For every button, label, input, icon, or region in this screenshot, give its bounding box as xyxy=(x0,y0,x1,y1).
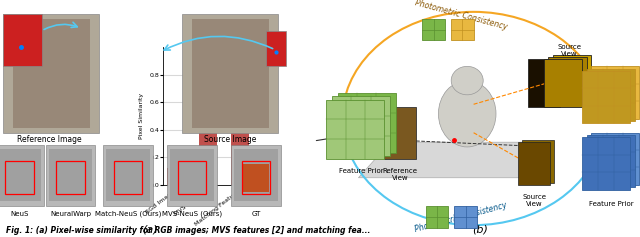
Text: GT: GT xyxy=(252,211,260,217)
Bar xyxy=(587,69,635,121)
Text: Fig. 1: (a) Pixel-wise similarity for RGB images; MVS features [2] and matching : Fig. 1: (a) Pixel-wise similarity for RG… xyxy=(6,226,371,235)
Bar xyxy=(518,142,550,185)
Text: Feature Prior: Feature Prior xyxy=(589,201,633,207)
Bar xyxy=(0,149,41,201)
Text: MVS-NeuS (Ours): MVS-NeuS (Ours) xyxy=(162,211,222,217)
Bar xyxy=(384,107,416,159)
Bar xyxy=(234,149,278,201)
Bar xyxy=(326,100,384,159)
Text: (b): (b) xyxy=(472,225,488,235)
Text: NeuS: NeuS xyxy=(10,211,28,217)
Bar xyxy=(5,161,33,194)
Bar xyxy=(553,55,591,102)
Text: Feature Prior: Feature Prior xyxy=(339,168,383,174)
Bar xyxy=(332,96,390,156)
Bar xyxy=(170,149,214,201)
Bar xyxy=(177,161,206,194)
Bar xyxy=(167,145,217,206)
Bar xyxy=(426,206,448,228)
Text: Feature Prior: Feature Prior xyxy=(589,135,633,141)
Text: Reference
View: Reference View xyxy=(383,168,417,181)
Bar xyxy=(0,145,44,206)
Bar xyxy=(114,161,143,194)
Bar xyxy=(192,19,269,128)
Ellipse shape xyxy=(451,66,483,95)
Bar xyxy=(548,57,587,104)
Text: Source
View: Source View xyxy=(557,44,582,57)
Bar xyxy=(13,19,90,128)
Bar xyxy=(45,145,95,206)
Bar xyxy=(591,133,639,185)
Bar xyxy=(231,145,281,206)
Bar xyxy=(544,59,582,107)
Bar xyxy=(266,31,287,66)
Bar xyxy=(243,164,269,192)
Bar xyxy=(106,149,150,201)
Y-axis label: Pixel Similarity: Pixel Similarity xyxy=(139,93,143,139)
Bar xyxy=(591,66,639,118)
Bar xyxy=(522,140,554,183)
Text: Match-NeuS (Ours): Match-NeuS (Ours) xyxy=(95,211,161,217)
Bar xyxy=(3,14,99,133)
Bar xyxy=(103,145,153,206)
Bar xyxy=(242,161,270,194)
Text: Photometric Consistency: Photometric Consistency xyxy=(413,200,508,233)
Ellipse shape xyxy=(438,81,496,147)
Bar xyxy=(582,71,630,123)
Bar xyxy=(56,161,85,194)
Text: Source
View: Source View xyxy=(522,194,547,207)
Bar xyxy=(3,14,42,66)
Bar xyxy=(182,14,278,133)
Bar xyxy=(422,19,445,40)
Text: (a): (a) xyxy=(143,225,158,235)
Text: NeuralWarp: NeuralWarp xyxy=(50,211,91,217)
Bar xyxy=(49,149,92,201)
Bar xyxy=(199,64,217,185)
Bar xyxy=(528,59,560,107)
Text: Source Image: Source Image xyxy=(204,135,257,144)
Bar xyxy=(587,135,635,187)
Text: Reference Image: Reference Image xyxy=(17,135,82,144)
Polygon shape xyxy=(358,142,550,178)
Bar xyxy=(582,137,630,190)
Bar xyxy=(338,93,396,153)
Bar xyxy=(167,168,185,185)
Text: Photometric Consistency: Photometric Consistency xyxy=(413,0,508,32)
Bar xyxy=(451,19,474,40)
Bar xyxy=(231,85,249,185)
Bar xyxy=(454,206,477,228)
